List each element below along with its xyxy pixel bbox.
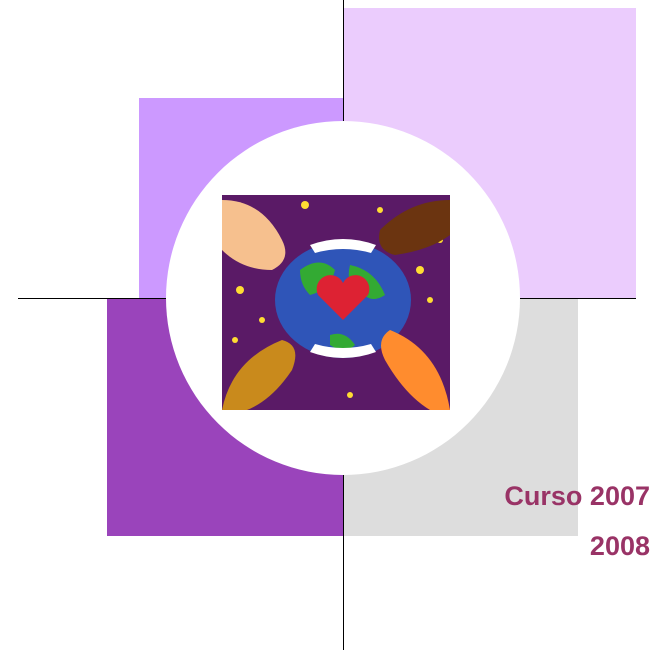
slide: Curso 2007 2008	[0, 0, 651, 650]
title-line: Curso 2007	[504, 481, 650, 511]
slide-art: Curso 2007 2008	[0, 0, 651, 650]
clipart	[222, 195, 450, 410]
title-line: 2008	[590, 531, 650, 561]
